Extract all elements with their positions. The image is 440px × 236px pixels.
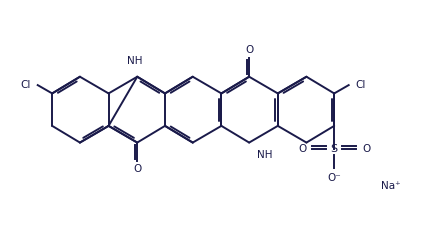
Text: NH: NH <box>257 150 272 160</box>
Text: Cl: Cl <box>356 80 366 90</box>
Text: NH: NH <box>127 56 143 66</box>
Text: O: O <box>362 144 370 154</box>
Text: O: O <box>133 164 141 174</box>
Text: Na⁺: Na⁺ <box>381 181 401 191</box>
Text: O: O <box>245 46 253 55</box>
Text: Cl: Cl <box>20 80 31 90</box>
Text: O: O <box>298 144 306 154</box>
Text: S: S <box>330 144 338 154</box>
Text: O⁻: O⁻ <box>327 173 341 183</box>
